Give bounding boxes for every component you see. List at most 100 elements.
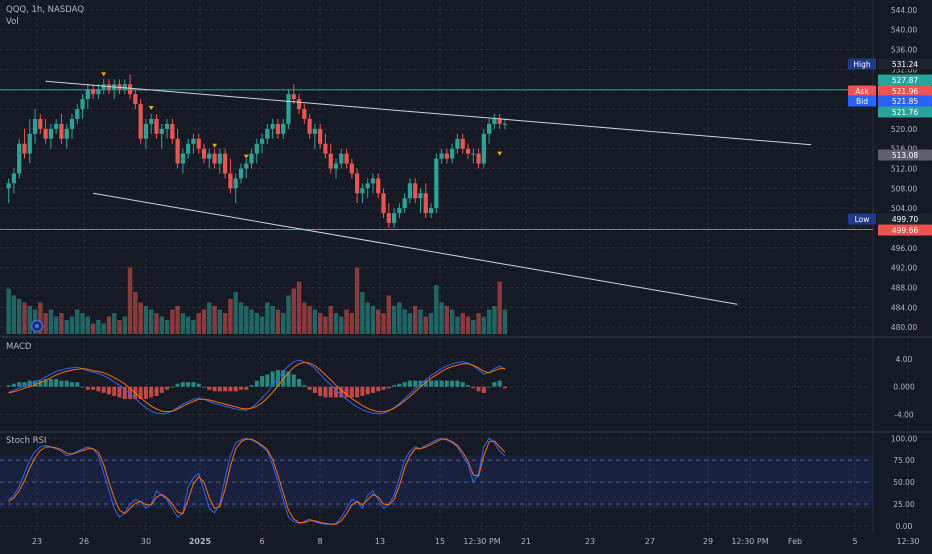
candle[interactable] (6, 178, 11, 204)
candle[interactable] (386, 203, 391, 228)
macd-pane[interactable] (6, 359, 507, 415)
candle[interactable] (471, 148, 476, 164)
candle[interactable] (291, 84, 296, 105)
candle[interactable] (502, 118, 508, 129)
candle[interactable] (149, 113, 154, 134)
candle[interactable] (434, 153, 439, 214)
candle[interactable] (59, 113, 64, 144)
candle[interactable] (318, 123, 323, 149)
stoch-rsi-pane[interactable] (0, 437, 873, 525)
macd-signal-line[interactable] (8, 361, 505, 413)
candle[interactable] (450, 143, 455, 164)
candle[interactable] (127, 74, 133, 100)
candle[interactable] (154, 113, 159, 139)
candle[interactable] (402, 193, 407, 214)
candle[interactable] (296, 94, 302, 114)
candle[interactable] (180, 148, 185, 174)
candle[interactable] (249, 148, 254, 169)
candle[interactable] (186, 138, 191, 159)
candle[interactable] (259, 133, 265, 154)
candle[interactable] (312, 123, 317, 149)
candle[interactable] (323, 133, 328, 159)
candle[interactable] (381, 188, 386, 219)
candle[interactable] (275, 118, 281, 139)
trendline[interactable] (45, 80, 812, 146)
candle[interactable] (349, 158, 354, 179)
candle[interactable] (96, 84, 101, 100)
candle[interactable] (460, 133, 465, 154)
candle[interactable] (159, 123, 164, 149)
candle[interactable] (217, 148, 222, 174)
candle[interactable] (196, 133, 201, 154)
candle[interactable] (497, 113, 502, 129)
candle[interactable] (11, 168, 17, 194)
candle[interactable] (428, 203, 434, 219)
candle[interactable] (281, 118, 286, 139)
candle[interactable] (481, 128, 486, 169)
candle[interactable] (122, 79, 127, 95)
candle[interactable] (238, 163, 244, 184)
event-icon[interactable] (30, 319, 44, 333)
candle[interactable] (423, 183, 428, 219)
candle[interactable] (476, 148, 481, 169)
candle[interactable] (233, 173, 238, 204)
candle[interactable] (339, 148, 344, 169)
candle[interactable] (307, 113, 312, 139)
candle[interactable] (138, 99, 143, 144)
candle[interactable] (265, 123, 270, 144)
candle[interactable] (465, 143, 471, 159)
candle[interactable] (407, 178, 413, 204)
candle[interactable] (191, 133, 196, 154)
candle[interactable] (444, 148, 449, 164)
candle[interactable] (207, 148, 212, 169)
candle[interactable] (17, 138, 22, 179)
candle[interactable] (376, 173, 381, 199)
candle[interactable] (48, 123, 53, 149)
candle[interactable] (244, 158, 249, 179)
candle[interactable] (397, 203, 402, 219)
candle[interactable] (54, 118, 59, 134)
candle[interactable] (365, 178, 370, 199)
candle[interactable] (302, 104, 307, 124)
candle[interactable] (27, 118, 32, 164)
candle[interactable] (355, 168, 360, 204)
candle[interactable] (344, 148, 349, 169)
candle[interactable] (38, 113, 43, 134)
candle[interactable] (32, 109, 38, 144)
candle[interactable] (75, 104, 80, 124)
candle[interactable] (254, 138, 259, 164)
candle[interactable] (370, 173, 376, 194)
candle[interactable] (223, 148, 228, 179)
candle[interactable] (22, 128, 27, 159)
candle[interactable] (80, 94, 85, 119)
candle[interactable] (91, 84, 96, 100)
candle[interactable] (439, 148, 444, 164)
price-pane[interactable] (0, 72, 873, 305)
candle[interactable] (360, 183, 365, 204)
candle[interactable] (43, 118, 48, 144)
candle[interactable] (212, 148, 217, 169)
candle[interactable] (133, 89, 138, 110)
candle[interactable] (418, 188, 423, 214)
candle[interactable] (101, 79, 106, 95)
candle[interactable] (487, 118, 492, 144)
stoch-d-line[interactable] (8, 438, 506, 525)
candle[interactable] (175, 128, 180, 169)
candle[interactable] (413, 178, 418, 204)
candle[interactable] (170, 118, 175, 144)
candle[interactable] (455, 133, 460, 154)
candle[interactable] (85, 84, 90, 110)
candle[interactable] (492, 113, 497, 129)
macd-line[interactable] (8, 359, 506, 415)
candle[interactable] (69, 113, 75, 139)
candle[interactable] (328, 143, 333, 174)
trendline[interactable] (93, 192, 738, 305)
candle[interactable] (333, 158, 339, 179)
candle[interactable] (143, 118, 149, 149)
candle[interactable] (117, 79, 122, 95)
candle[interactable] (201, 143, 207, 164)
candle[interactable] (286, 89, 291, 129)
candle[interactable] (164, 118, 170, 139)
candle[interactable] (270, 118, 275, 139)
candle[interactable] (228, 158, 233, 194)
